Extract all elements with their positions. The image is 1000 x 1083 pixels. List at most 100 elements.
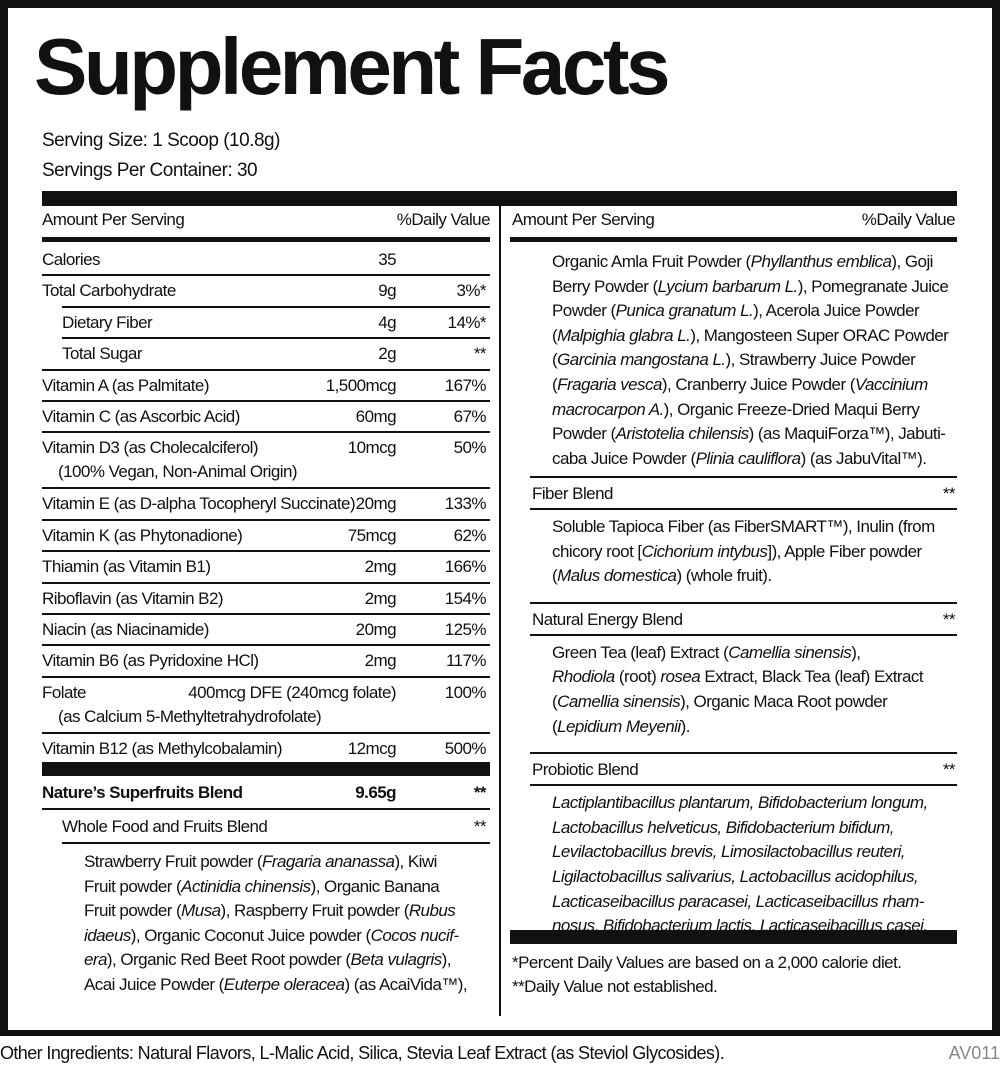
text-segment: ) (whole fruit). bbox=[676, 566, 772, 586]
latin-name: Malpighia glabra L. bbox=[557, 325, 691, 345]
row-divider bbox=[42, 431, 490, 434]
latin-name: Rubus bbox=[408, 901, 456, 921]
nutrient-dv: 14%* bbox=[447, 312, 487, 332]
latin-name: Levilactobacillus brevis, Limosilactobac… bbox=[552, 842, 906, 862]
ingredient-line: Lacticaseibacillus paracasei, Lacticasei… bbox=[552, 891, 924, 913]
footnote-bar bbox=[510, 930, 957, 944]
ingredient-line: (Lepidium Meyenii). bbox=[552, 716, 690, 738]
text-segment: ), Organic Banana bbox=[310, 876, 440, 896]
text-segment: ), Pomegranate Juice bbox=[797, 276, 949, 296]
section-bar bbox=[42, 762, 490, 776]
nutrient-amount: 2mg bbox=[364, 588, 397, 608]
row-divider bbox=[42, 613, 490, 615]
text-segment: chicory root [ bbox=[552, 541, 642, 561]
ingredient-line: Lactiplantibacillus plantarum, Bifidobac… bbox=[552, 792, 928, 814]
text-segment: Strawberry Fruit powder ( bbox=[84, 852, 263, 871]
product-code: AV011 bbox=[948, 1043, 1000, 1063]
nutrient-name: Niacin (as Niacinamide) bbox=[42, 620, 209, 639]
text-segment: ), Strawberry Juice Powder bbox=[725, 350, 916, 370]
nutrient-amount: 20mg bbox=[355, 494, 397, 514]
text-segment: Fruit powder ( bbox=[84, 876, 182, 896]
text-segment: Powder ( bbox=[552, 424, 616, 444]
nutrient-amount: 4g bbox=[378, 312, 396, 332]
latin-name: Rhodiola bbox=[552, 667, 615, 687]
nutrient-dv: 62% bbox=[453, 525, 487, 545]
text-segment: ), bbox=[441, 950, 452, 970]
latin-name: Beta vulagris bbox=[350, 950, 443, 970]
footnote: **Daily Value not established. bbox=[512, 977, 718, 996]
nutrient-dv: 167% bbox=[444, 375, 487, 395]
ingredient-line: caba Juice Powder (Plinia cauliflora) (a… bbox=[552, 448, 927, 470]
latin-name: macrocarpon A. bbox=[552, 399, 664, 419]
blend-name: Natural Energy Blend bbox=[532, 609, 683, 629]
nutrient-amount: 2g bbox=[378, 344, 396, 364]
text-segment: ( bbox=[552, 566, 558, 586]
nutrient-name: Calories bbox=[42, 250, 101, 269]
latin-name: Cichorium intybus bbox=[641, 541, 768, 561]
latin-name: Phyllanthus emblica bbox=[750, 252, 892, 271]
row-divider bbox=[42, 487, 490, 490]
nutrient-note: (as Calcium 5-Methyltetrahydrofolate) bbox=[58, 706, 322, 726]
whole-food-dv: ** bbox=[473, 817, 487, 836]
latin-name: Lycium barbarum L. bbox=[657, 276, 799, 296]
text-segment: Fruit powder ( bbox=[84, 901, 182, 921]
text-segment: ( bbox=[552, 692, 558, 711]
right-header-amount: Amount Per Serving bbox=[512, 210, 655, 229]
ingredient-line: Rhodiola (root) rosea Extract, Black Tea… bbox=[552, 666, 924, 688]
nutrient-amount: 20mg bbox=[355, 620, 397, 639]
ingredient-line: Fruit powder (Musa), Raspberry Fruit pow… bbox=[84, 900, 456, 922]
text-segment: caba Juice Powder ( bbox=[552, 448, 696, 468]
ingredient-line: Fruit powder (Actinidia chinensis), Orga… bbox=[84, 876, 440, 898]
text-segment: ) (as JabuVital™). bbox=[800, 448, 927, 468]
latin-name: Musa bbox=[181, 901, 221, 921]
nutrient-amount: 2mg bbox=[364, 651, 397, 671]
text-segment: Acai Juice Powder ( bbox=[84, 975, 224, 994]
servings-per-container: Servings Per Container: 30 bbox=[42, 160, 258, 181]
nutrient-amount: 75mcg bbox=[347, 525, 397, 545]
blend-dv: ** bbox=[942, 609, 956, 629]
nutrient-note: (100% Vegan, Non-Animal Origin) bbox=[58, 462, 298, 482]
text-segment: ) (as AcaiVida™), bbox=[344, 975, 468, 994]
right-header-dv: %Daily Value bbox=[861, 210, 956, 229]
text-segment: ( bbox=[552, 325, 558, 345]
latin-name: Lepidium Meyenii bbox=[557, 716, 681, 736]
row-divider bbox=[530, 752, 957, 755]
latin-name: idaeus bbox=[84, 925, 131, 945]
text-segment: ), Kiwi bbox=[394, 852, 437, 871]
ingredient-line: chicory root [Cichorium intybus]), Apple… bbox=[552, 541, 922, 563]
nutrient-dv: 125% bbox=[444, 620, 487, 639]
nutrient-dv: 500% bbox=[444, 738, 487, 758]
nutrient-dv: 154% bbox=[444, 588, 487, 608]
text-segment: Soluble Tapioca Fiber (as FiberSMART™), … bbox=[552, 517, 935, 536]
left-header-amount: Amount Per Serving bbox=[42, 210, 185, 229]
header-rule-right bbox=[510, 237, 957, 242]
ingredient-line: (Malus domestica) (whole fruit). bbox=[552, 565, 772, 587]
text-segment: ), Raspberry Fruit powder ( bbox=[220, 901, 410, 921]
text-segment: ), Acerola Juice Powder bbox=[753, 301, 920, 321]
nutrient-dv: 67% bbox=[453, 407, 487, 426]
text-segment: Powder ( bbox=[552, 301, 616, 321]
page-title: Supplement Facts bbox=[34, 22, 671, 111]
latin-name: era bbox=[84, 950, 107, 970]
nutrient-name: Vitamin C (as Ascorbic Acid) bbox=[42, 407, 240, 426]
latin-name: Garcinia mangostana L. bbox=[557, 350, 726, 370]
ingredient-line: Levilactobacillus brevis, Limosilactobac… bbox=[552, 841, 906, 863]
ingredient-line: Organic Amla Fruit Powder (Phyllanthus e… bbox=[552, 251, 933, 273]
nutrient-amount: 60mg bbox=[355, 407, 397, 426]
nutrient-name: Dietary Fiber bbox=[62, 312, 153, 332]
row-divider bbox=[62, 305, 490, 308]
latin-name: Camellia sinensis bbox=[728, 642, 852, 662]
nutrient-dv: 117% bbox=[445, 651, 487, 671]
ingredient-line: Berry Powder (Lycium barbarum L.), Pomeg… bbox=[552, 276, 949, 298]
nutrient-name: Vitamin B12 (as Methylcobalamin) bbox=[42, 738, 283, 758]
header-rule-left bbox=[42, 237, 490, 242]
ingredient-line: Powder (Aristotelia chilensis) (as Maqui… bbox=[552, 423, 946, 445]
ingredient-line: (Camellia sinensis), Organic Maca Root p… bbox=[552, 691, 888, 713]
latin-name: Fragaria vesca bbox=[557, 375, 662, 394]
other-ingredients: Other Ingredients: Natural Flavors, L-Ma… bbox=[0, 1043, 725, 1063]
text-segment: ]), Apple Fiber powder bbox=[767, 541, 922, 561]
latin-name: Lactobacillus helveticus, Bifidobacteriu… bbox=[552, 817, 895, 837]
row-divider bbox=[42, 675, 490, 678]
superfruits-amount: 9.65g bbox=[355, 783, 396, 802]
blend-dv: ** bbox=[942, 484, 956, 503]
